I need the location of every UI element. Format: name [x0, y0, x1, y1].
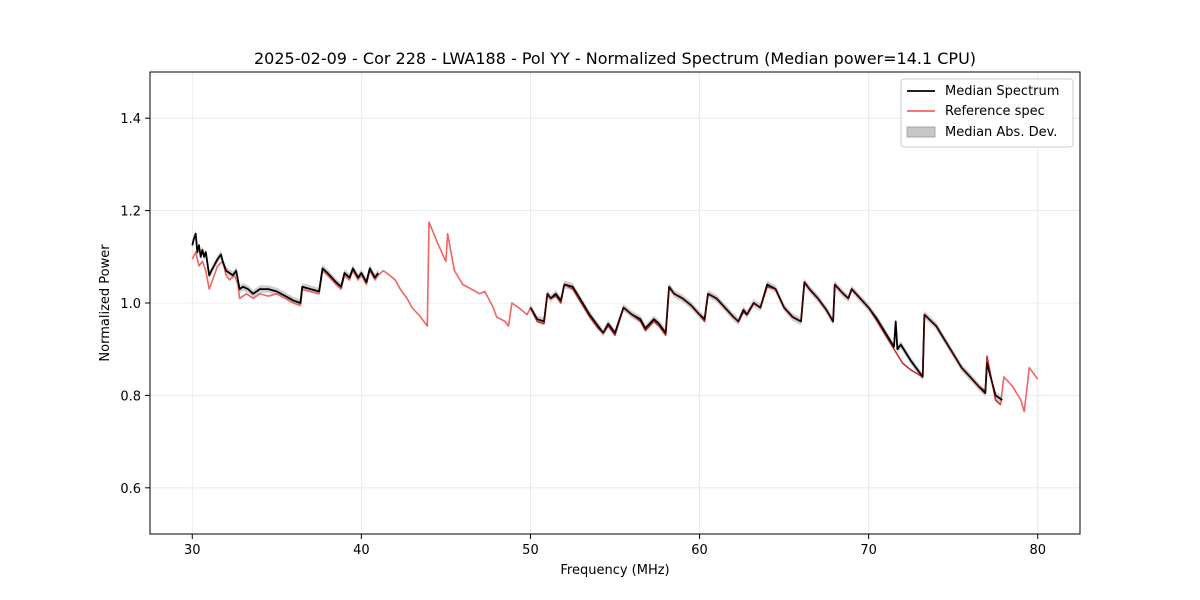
x-tick-label-60: 60: [691, 543, 708, 558]
legend-mad-swatch: [906, 126, 936, 138]
y-tick-label-0.8: 0.8: [120, 389, 141, 404]
legend-mad-label: Median Abs. Dev.: [945, 125, 1057, 140]
series-layer: [191, 221, 1039, 413]
x-tick-label-70: 70: [860, 543, 877, 558]
y-tick-label-1.4: 1.4: [120, 112, 141, 127]
x-tick-label-80: 80: [1029, 543, 1046, 558]
y-axis-ticks: 0.6 0.8 1.0 1.2 1.4: [120, 112, 150, 497]
legend-median-label: Median Spectrum: [945, 84, 1059, 99]
x-tick-label-30: 30: [184, 543, 201, 558]
y-tick-label-1: 1.0: [120, 297, 141, 312]
y-tick-label-1.2: 1.2: [120, 205, 141, 220]
overlap-line: [529, 281, 1001, 406]
x-axis-label: Frequency (MHz): [560, 563, 669, 578]
median-spectrum-line-0: [191, 232, 380, 304]
x-tick-label-40: 40: [353, 543, 370, 558]
x-axis-ticks: 30 40 50 60 70 80: [184, 534, 1046, 558]
y-axis-label: Normalized Power: [98, 244, 113, 362]
y-tick-label-0.6: 0.6: [120, 482, 141, 497]
legend-reference-label: Reference spec: [945, 104, 1045, 119]
legend-box: [900, 78, 1074, 148]
legend: Median Spectrum Reference spec Median Ab…: [900, 78, 1074, 148]
chart-title: 2025-02-09 - Cor 228 - LWA188 - Pol YY -…: [254, 49, 976, 68]
x-tick-label-50: 50: [522, 543, 539, 558]
